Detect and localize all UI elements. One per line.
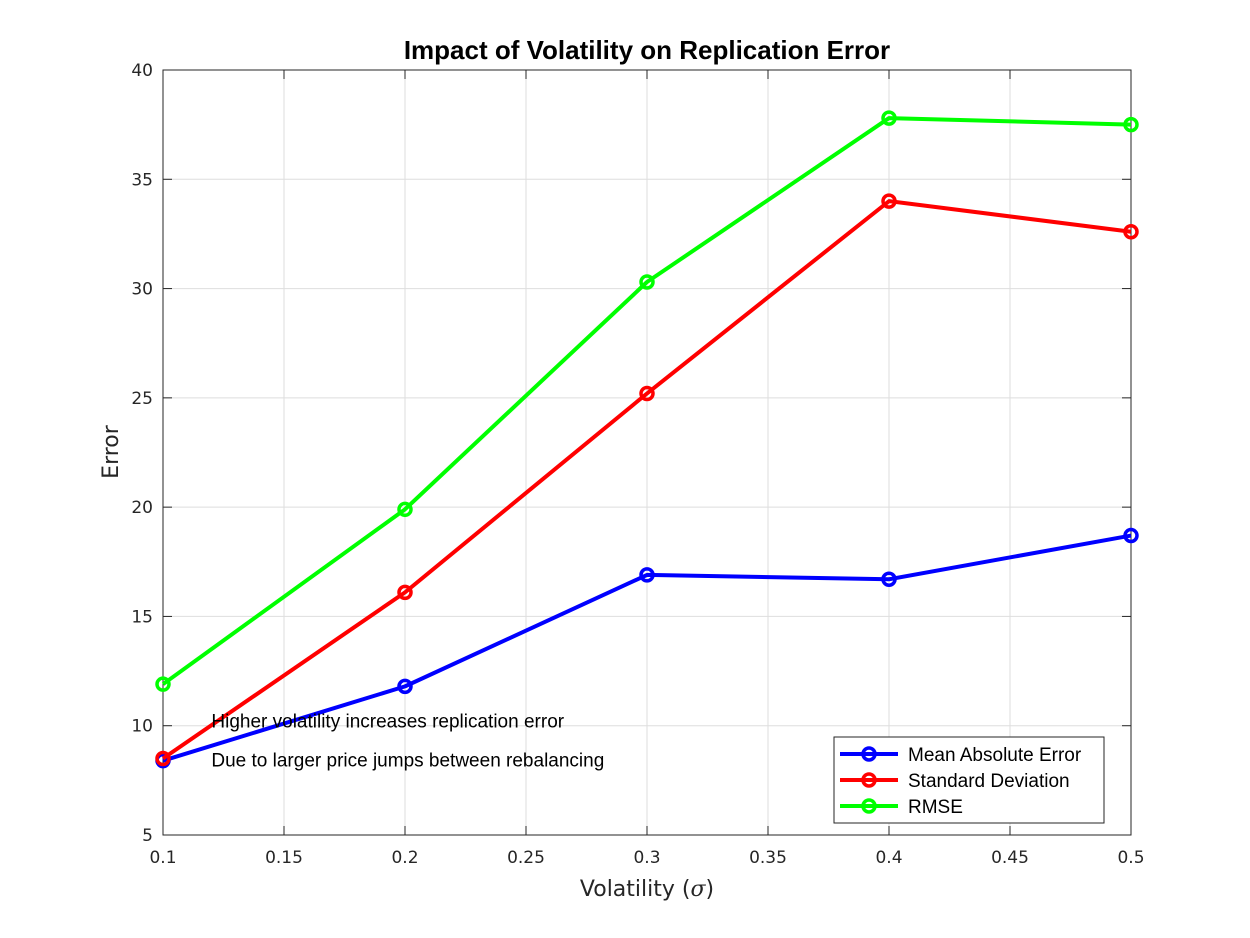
- data-point: [639, 274, 655, 290]
- axis-ticks: 0.1 0.15 0.2 0.25 0.3 0.35 0.4 0.45 0.5 5 10 15 20 25…: [131, 61, 1144, 868]
- annotations: Higher volatility increases replication …: [211, 711, 604, 771]
- x-axis-label: Volatility (σ): [580, 877, 714, 902]
- y-tick-label: 30: [131, 280, 153, 300]
- data-point: [639, 385, 655, 402]
- x-tick-label: 0.15: [265, 848, 303, 868]
- data-point: [155, 676, 171, 692]
- x-axis-label-close: ): [706, 877, 715, 902]
- legend-swatch-marker: [861, 772, 877, 788]
- y-tick-label: 10: [131, 717, 153, 737]
- data-point: [1123, 116, 1139, 133]
- y-tick-label: 15: [131, 607, 153, 627]
- y-tick-label: 35: [131, 170, 153, 190]
- x-tick-label: 0.3: [633, 848, 660, 868]
- series-line: [162, 533, 1132, 763]
- legend-item: Standard Deviation: [840, 771, 1070, 792]
- annotation-text: Higher volatility increases replication …: [211, 711, 564, 732]
- x-tick-label: 0.5: [1117, 848, 1144, 868]
- x-tick-label: 0.2: [391, 848, 418, 868]
- y-tick-label: 20: [131, 498, 153, 518]
- data-point: [639, 567, 655, 583]
- data-point: [397, 501, 413, 518]
- data-point: [155, 750, 171, 767]
- x-tick-label: 0.35: [749, 848, 787, 868]
- series-line: [161, 116, 1132, 686]
- x-axis-label-text: Volatility (: [580, 877, 691, 902]
- series-0: [155, 527, 1139, 769]
- y-axis-label: Error: [99, 424, 124, 479]
- series-1: [155, 193, 1139, 767]
- x-tick-label: 0.25: [507, 848, 545, 868]
- legend-item: RMSE: [840, 797, 963, 818]
- y-tick-label: 25: [131, 389, 153, 409]
- legend-label: RMSE: [908, 797, 963, 818]
- data-point: [881, 571, 897, 588]
- data-point: [881, 193, 897, 209]
- data-point: [1123, 527, 1139, 544]
- series-line: [161, 199, 1132, 761]
- data-point: [1123, 223, 1139, 240]
- data-point: [881, 110, 897, 126]
- x-tick-label: 0.4: [875, 848, 902, 868]
- series-layer: [155, 110, 1139, 769]
- legend-item: Mean Absolute Error: [840, 745, 1082, 766]
- y-tick-label: 5: [142, 826, 153, 846]
- legend-label: Standard Deviation: [908, 771, 1070, 792]
- legend-label: Mean Absolute Error: [908, 745, 1082, 766]
- data-point: [397, 584, 413, 601]
- chart-title: Impact of Volatility on Replication Erro…: [404, 35, 890, 65]
- y-tick-label: 40: [131, 61, 153, 81]
- x-tick-label: 0.1: [149, 848, 176, 868]
- legend: Mean Absolute Error Standard Deviation RMS…: [833, 736, 1105, 824]
- x-tick-label: 0.45: [991, 848, 1029, 868]
- x-axis-label-symbol: σ: [690, 877, 706, 902]
- series-2: [155, 110, 1139, 692]
- legend-swatch-marker: [861, 798, 877, 814]
- data-point: [397, 678, 413, 695]
- annotation-text: Due to larger price jumps between rebala…: [211, 751, 604, 772]
- legend-swatch-marker: [861, 746, 877, 762]
